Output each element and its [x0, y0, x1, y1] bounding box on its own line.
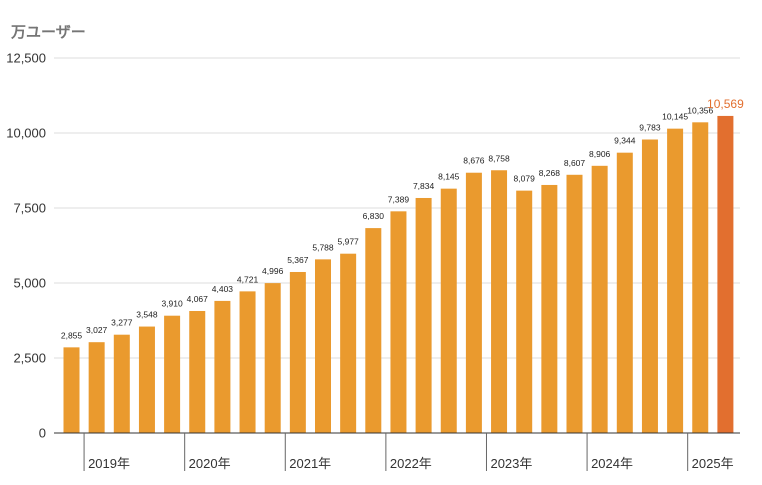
bar	[63, 347, 80, 433]
bar	[692, 122, 709, 433]
bar	[340, 253, 357, 433]
bar	[616, 152, 633, 433]
bar	[566, 174, 583, 434]
data-label: 8,145	[438, 172, 460, 182]
data-label: 8,079	[514, 174, 536, 184]
data-label: 3,548	[136, 310, 158, 320]
bars	[63, 115, 734, 434]
data-label: 4,067	[187, 294, 209, 304]
bar	[516, 190, 533, 433]
data-label: 5,367	[287, 255, 309, 265]
y-tick-label: 7,500	[13, 201, 46, 216]
data-label: 9,344	[614, 136, 636, 146]
data-label-highlight: 10,569	[707, 97, 744, 111]
bar	[465, 172, 482, 433]
bar	[214, 300, 231, 433]
x-tick-label: 2023年	[490, 456, 532, 471]
x-tick-label: 2019年	[88, 456, 130, 471]
bar	[591, 165, 608, 433]
bar	[138, 326, 155, 433]
data-label: 4,996	[262, 266, 284, 276]
bar	[390, 211, 407, 433]
data-label: 8,758	[488, 153, 510, 163]
y-tick-label: 0	[39, 426, 46, 441]
bar-highlight	[717, 115, 734, 434]
x-tick-label: 2021年	[289, 456, 331, 471]
data-label: 5,788	[312, 242, 334, 252]
x-tick-label: 2024年	[591, 456, 633, 471]
data-label: 5,977	[338, 237, 360, 247]
data-label: 6,830	[363, 211, 385, 221]
bar	[164, 315, 181, 433]
bar	[440, 188, 457, 433]
x-axis-ticks: 2019年 2020年 2021年 2022年 2023年 2024年 2025年	[83, 433, 734, 471]
data-label: 7,834	[413, 181, 435, 191]
bar	[541, 184, 558, 433]
data-label: 3,277	[111, 318, 133, 328]
data-label: 8,607	[564, 158, 586, 168]
data-label: 2,855	[61, 330, 83, 340]
bar	[491, 170, 508, 433]
data-label: 8,676	[463, 156, 485, 166]
bar	[289, 271, 306, 433]
data-label: 10,356	[687, 105, 713, 115]
unit-label: 万ユーザー	[10, 24, 86, 41]
data-label: 3,027	[86, 325, 108, 335]
data-label: 8,268	[539, 168, 561, 178]
data-label: 3,910	[161, 299, 183, 309]
bar	[113, 334, 130, 433]
data-label: 4,403	[212, 284, 234, 294]
data-label: 10,145	[662, 112, 688, 122]
data-label: 8,906	[589, 149, 611, 159]
x-tick-label: 2022年	[390, 456, 432, 471]
x-tick-label: 2025年	[692, 456, 734, 471]
bar	[641, 139, 658, 433]
bar	[365, 228, 382, 433]
bar	[415, 197, 432, 433]
bar	[315, 259, 331, 433]
y-axis-ticks: 0 2,500 5,000 7,500 10,000 12,500	[6, 51, 46, 441]
x-tick-label: 2020年	[189, 456, 231, 471]
y-tick-label: 2,500	[13, 351, 46, 366]
bar	[264, 283, 281, 433]
y-tick-label: 5,000	[13, 276, 46, 291]
data-label: 7,389	[388, 194, 410, 204]
bar	[667, 128, 684, 433]
data-label: 9,783	[639, 123, 661, 133]
y-tick-label: 10,000	[6, 126, 46, 141]
y-tick-label: 12,500	[6, 51, 46, 66]
data-label: 4,721	[237, 274, 259, 284]
bar	[88, 342, 105, 433]
bar	[239, 291, 256, 433]
bar	[189, 310, 206, 433]
